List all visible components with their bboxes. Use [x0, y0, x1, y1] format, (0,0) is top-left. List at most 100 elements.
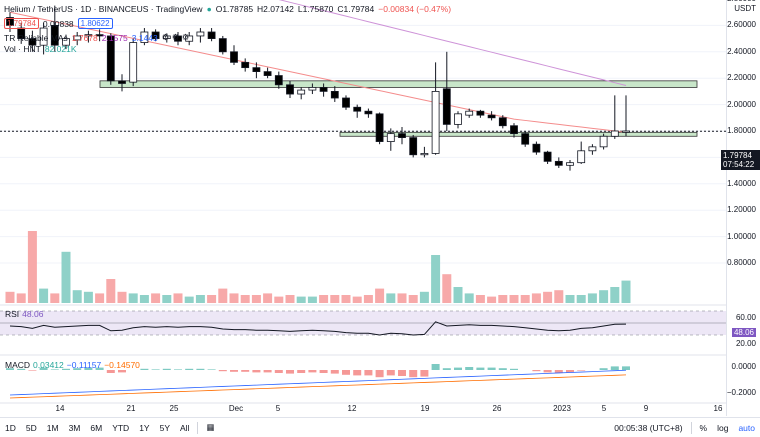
volume-bar: [173, 293, 183, 303]
timeframe-button[interactable]: 3M: [68, 422, 81, 433]
ma-line-red: [9, 11, 627, 133]
candle-body: [84, 34, 93, 37]
volume-bar: [587, 293, 597, 303]
timeframe-button[interactable]: 5Y: [159, 422, 170, 433]
macd-histogram-bar: [599, 368, 608, 370]
candle-body: [6, 17, 14, 26]
macd-histogram-bar: [431, 364, 440, 370]
candle-body: [431, 91, 440, 154]
macd-histogram-bar: [28, 370, 37, 371]
volume-bar: [509, 295, 519, 303]
time-tick-label: 25: [169, 404, 179, 413]
volume-bar: [72, 290, 82, 303]
macd-histogram-bar: [174, 369, 182, 370]
volume-bar: [487, 296, 497, 303]
price-tick-label: 2.40000: [727, 46, 756, 56]
macd-histogram-bar: [297, 370, 306, 373]
volume-bar: [531, 293, 541, 303]
candle-body: [308, 87, 317, 91]
candle-body: [330, 91, 339, 99]
candle-body: [196, 31, 205, 37]
candle-body: [342, 97, 350, 108]
candle-body: [543, 151, 552, 162]
volume-bar: [408, 295, 418, 303]
candle-body: [207, 31, 216, 39]
sell-price-button[interactable]: 1.79784: [4, 18, 39, 29]
volume-bar: [195, 295, 205, 303]
volume-bar: [50, 293, 60, 303]
volume-bar: [375, 288, 385, 303]
volume-bar: [106, 279, 116, 303]
macd-histogram-bar: [185, 368, 194, 370]
candle-body: [174, 35, 182, 42]
symbol-legend: Helium / TetherUS · 1D · BINANCEUS · Tra…: [4, 4, 451, 14]
volume-bar: [520, 295, 530, 303]
rsi-tick-20: 20.00: [735, 339, 756, 348]
percent-toggle[interactable]: %: [699, 422, 708, 433]
ma-value-3: 3.1443: [131, 32, 158, 43]
clock-display[interactable]: 00:05:38 (UTC+8): [614, 422, 683, 433]
rsi-tick-60: 60.00: [735, 313, 756, 322]
time-tick-label: 21: [126, 404, 136, 413]
currency-label[interactable]: USDT: [734, 4, 756, 13]
current-price-tag: 1.79784 07:54:22: [721, 150, 760, 170]
buy-price-button[interactable]: 1.80622: [77, 18, 113, 29]
price-tick-label: 2.20000: [727, 73, 756, 83]
candle-body: [577, 150, 586, 164]
candle-body: [230, 51, 238, 63]
timeframe-button[interactable]: 1Y: [139, 422, 150, 433]
status-dot: ●: [206, 4, 212, 14]
macd-histogram-bar: [409, 370, 418, 378]
calendar-icon[interactable]: ▦: [206, 422, 215, 432]
macd-histogram-bar: [151, 369, 160, 370]
price-tick-label: 2.00000: [727, 99, 756, 109]
ma-settings-icons[interactable]: ⚙ ⚙ ⚙: [161, 32, 190, 42]
macd-histogram-bar: [532, 370, 541, 372]
volume-bar: [240, 295, 250, 303]
macd-histogram-bar: [308, 370, 317, 373]
log-toggle[interactable]: log: [717, 422, 729, 433]
timeframe-button[interactable]: 5D: [25, 422, 37, 433]
candle-body: [151, 31, 160, 39]
candle-body: [588, 146, 597, 152]
candle-body: [510, 125, 518, 135]
rsi-legend: RSI 48.06: [5, 309, 43, 319]
macd-histogram-bar: [95, 367, 104, 370]
volume-bar: [397, 293, 407, 303]
candle-body: [319, 87, 328, 92]
vol-legend-label[interactable]: Vol · HNT: [4, 44, 41, 54]
candle-body: [50, 24, 59, 46]
price-scale[interactable]: USDT 2.80000 2.60000 2.40000 2.20000 2.00000…: [721, 0, 760, 416]
timeframe-button[interactable]: YTD: [112, 422, 130, 433]
macd-histogram-bar: [252, 370, 261, 373]
timeframe-button[interactable]: 1M: [46, 422, 59, 433]
ma-legend-label[interactable]: TR Reliable MAs: [4, 32, 68, 43]
rsi-legend-label[interactable]: RSI: [5, 309, 20, 319]
candle-body: [218, 38, 227, 53]
ohlc-close: C1.79784: [337, 4, 375, 14]
candle-body: [162, 35, 171, 39]
candle-body: [599, 135, 608, 148]
candle-body: [487, 114, 496, 119]
timeframe-button[interactable]: All: [180, 422, 190, 433]
candle-body: [28, 38, 37, 46]
volume-bar: [27, 231, 37, 303]
timeframe-button[interactable]: 6M: [90, 422, 103, 433]
auto-toggle[interactable]: auto: [738, 422, 755, 433]
volume-bar: [307, 296, 317, 303]
timeframe-button[interactable]: 1D: [5, 422, 16, 433]
current-price-value: 1.79784: [723, 151, 752, 160]
candle-body: [62, 38, 70, 46]
macd-signal-line: [9, 374, 627, 399]
macd-tick-0: 0.0000: [731, 362, 756, 371]
candle-body: [566, 162, 574, 166]
macd-legend-label[interactable]: MACD: [5, 360, 31, 370]
symbol-title[interactable]: Helium / TetherUS · 1D · BINANCEUS · Tra…: [4, 4, 203, 14]
macd-histogram-bar: [230, 370, 238, 372]
time-tick-label: 9: [643, 404, 649, 413]
candle-body: [140, 31, 149, 43]
macd-histogram-bar: [218, 370, 227, 372]
macd-histogram-bar: [274, 370, 283, 373]
volume-bar: [352, 296, 362, 303]
